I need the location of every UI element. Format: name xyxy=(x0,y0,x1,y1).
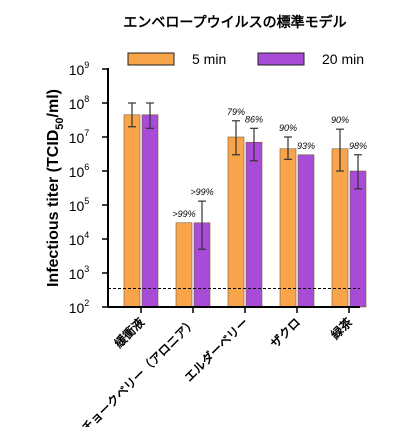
percent-label: 86% xyxy=(245,114,263,124)
legend-label-20min: 20 min xyxy=(322,51,364,67)
bar xyxy=(227,136,245,308)
axes xyxy=(107,68,360,308)
x-tick-label: 緑茶 xyxy=(328,314,356,342)
y-tick-label: 109 xyxy=(69,60,90,78)
bar xyxy=(123,114,141,308)
y-tick-label: 108 xyxy=(69,94,90,112)
x-tick-label: 緩衝液 xyxy=(111,315,147,351)
bar xyxy=(279,148,297,308)
legend: 5 min 20 min xyxy=(127,51,364,67)
percent-label: 98% xyxy=(349,141,367,151)
bar xyxy=(141,114,159,308)
y-tick-label: 105 xyxy=(69,196,90,214)
bar xyxy=(245,141,263,308)
error-bars xyxy=(128,102,362,250)
bar xyxy=(331,148,349,308)
legend-swatch-20min xyxy=(257,52,305,66)
y-axis-ticks: 102 103 104 105 106 107 108 109 xyxy=(69,60,108,316)
y-tick-label: 104 xyxy=(69,230,90,248)
percent-label: 79% xyxy=(227,107,245,117)
y-tick-label: 106 xyxy=(69,162,90,180)
legend-label-5min: 5 min xyxy=(192,51,226,67)
y-tick-label: 107 xyxy=(69,128,90,146)
bar xyxy=(349,170,367,308)
chart-title: エンベロープウイルスの標準モデル xyxy=(123,14,346,31)
percent-label: 90% xyxy=(279,123,297,133)
y-tick-label: 103 xyxy=(69,264,90,282)
y-tick-label: 102 xyxy=(69,298,90,316)
percent-label: >99% xyxy=(190,187,213,197)
x-tick-label: ザクロ xyxy=(268,315,303,350)
bar xyxy=(175,222,193,308)
percent-label: >99% xyxy=(172,209,195,219)
percent-label: 90% xyxy=(331,115,349,125)
percent-labels: >99%>99%79%86%90%93%90%98% xyxy=(172,107,367,219)
bars xyxy=(123,114,367,308)
y-axis-label: Infectious titer (TCID50/ml) xyxy=(45,89,66,287)
bar xyxy=(297,154,315,308)
percent-label: 93% xyxy=(297,141,315,151)
legend-swatch-5min xyxy=(127,52,175,66)
